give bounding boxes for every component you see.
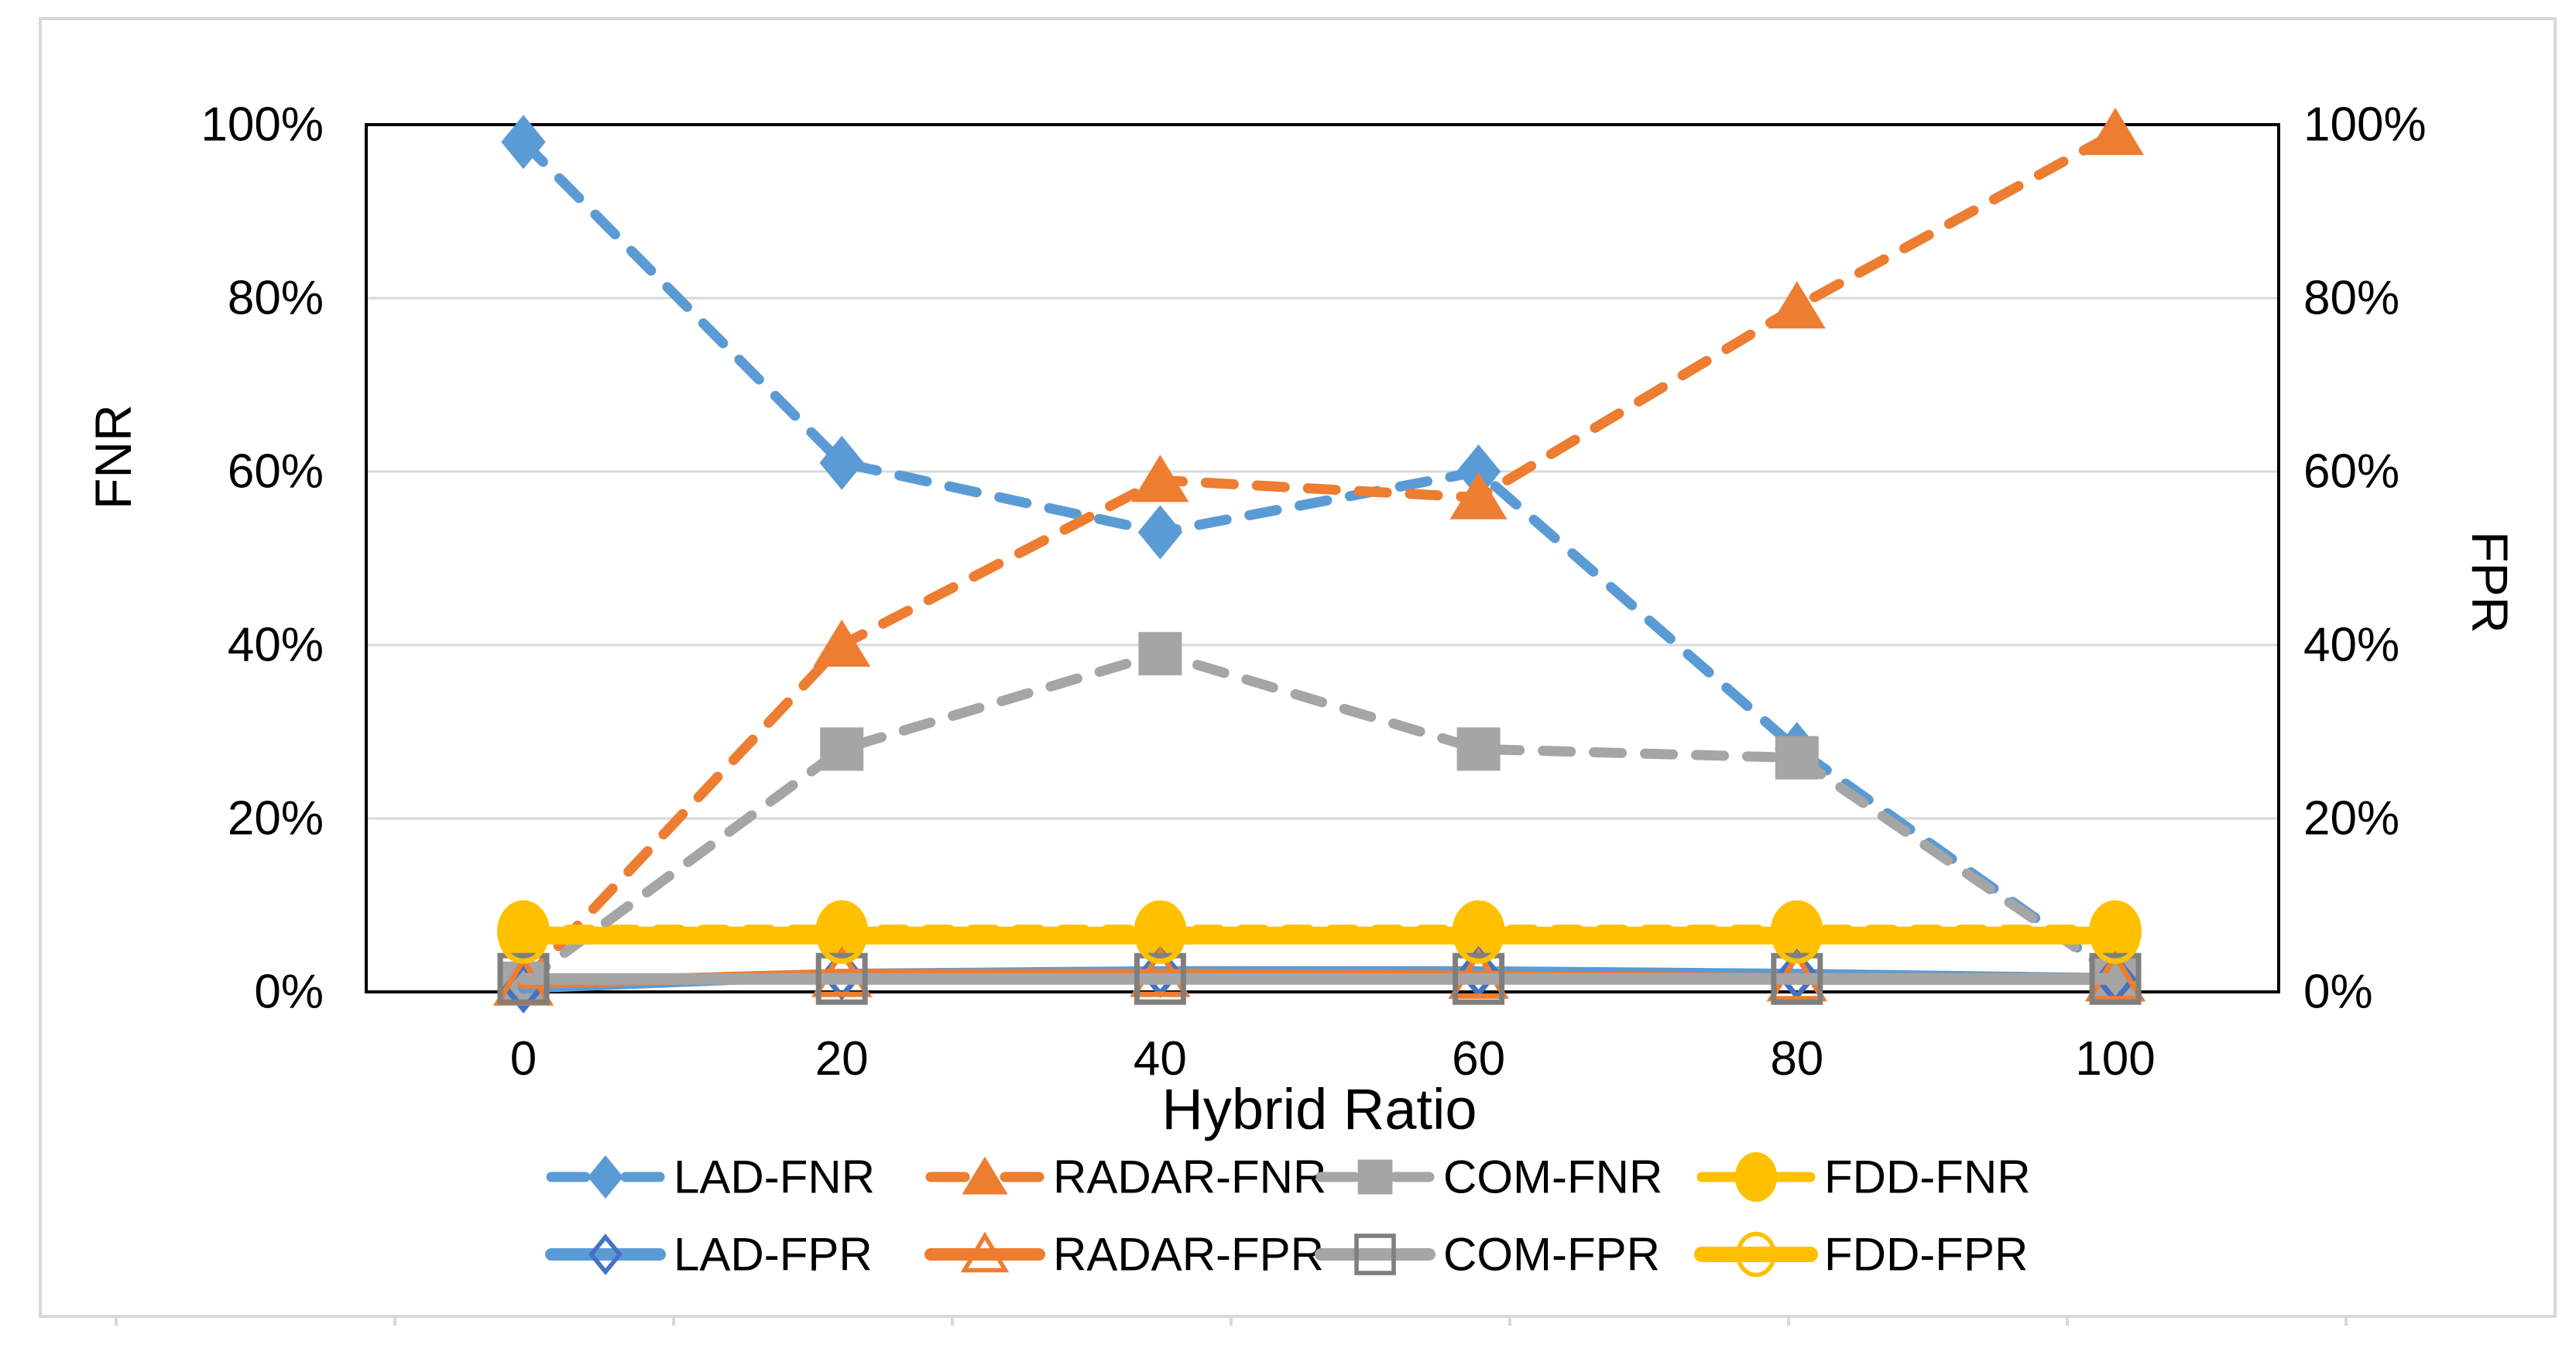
legend-item-COM-FPR: COM-FPR — [1315, 1229, 1660, 1281]
legend-item-COM-FNR: COM-FNR — [1315, 1151, 1662, 1203]
series-COM-FNR-line — [518, 648, 2121, 989]
marker-circle-open — [1736, 1231, 1777, 1278]
series-FDD-FPR — [498, 907, 2141, 964]
y-tick-label-left: 80% — [228, 272, 324, 325]
series-COM-FPR — [497, 952, 2142, 1005]
marker-circle-filled — [1734, 1152, 1778, 1202]
y-tick-label-right: 20% — [2303, 792, 2399, 846]
legend-label: RADAR-FNR — [1053, 1151, 1326, 1203]
marker-triangle-filled — [962, 1156, 1008, 1195]
marker-circle-open — [1134, 907, 1185, 964]
legend-label: LAD-FNR — [674, 1151, 875, 1203]
y-tick-label-right: 60% — [2303, 445, 2399, 499]
marker-diamond-filled — [1456, 444, 1501, 499]
series-layer — [492, 108, 2146, 1014]
marker-square-open — [2089, 952, 2142, 1005]
marker-diamond-filled — [501, 115, 546, 170]
frame-tick-marks — [115, 1316, 2348, 1326]
y-tick-label-right: 40% — [2303, 619, 2399, 672]
y-axis-ticks-right: 100% 80% 60% 40% 20% 0% — [2303, 98, 2427, 1019]
marker-triangle-filled — [1131, 455, 1189, 503]
legend-label: LAD-FPR — [674, 1229, 873, 1281]
x-axis-title: Hybrid Ratio — [1161, 1077, 1477, 1141]
legend-label: FDD-FPR — [1824, 1229, 2028, 1281]
marker-triangle-filled — [2087, 108, 2144, 156]
y-tick-label-left: 20% — [228, 792, 324, 846]
legend-item-FDD-FPR: FDD-FPR — [1694, 1229, 2028, 1281]
marker-circle-open — [816, 907, 867, 964]
marker-diamond-open — [588, 1233, 623, 1275]
marker-circle-open — [2090, 907, 2141, 964]
x-tick-label: 0 — [510, 1032, 537, 1086]
y-tick-label-right: 100% — [2303, 98, 2427, 152]
marker-square-open — [1134, 952, 1186, 1005]
marker-square-open — [815, 952, 868, 1005]
marker-square-filled — [820, 727, 864, 771]
legend-label: COM-FPR — [1443, 1229, 1660, 1281]
x-tick-label: 60 — [1452, 1032, 1505, 1086]
plot-area-border — [365, 123, 2280, 993]
y-tick-label-right: 80% — [2303, 272, 2399, 325]
legend-item-FDD-FNR: FDD-FNR — [1696, 1151, 2031, 1203]
marker-square-open — [1771, 952, 1823, 1005]
marker-square-filled — [1138, 632, 1182, 676]
legend-label: RADAR-FPR — [1053, 1229, 1324, 1281]
x-tick-label: 20 — [815, 1032, 869, 1086]
marker-diamond-filled — [588, 1155, 623, 1199]
chart-outer-frame — [39, 17, 2557, 1318]
marker-square-open — [1354, 1233, 1396, 1275]
y-tick-label-left: 40% — [228, 619, 324, 672]
legend-item-RADAR-FPR: RADAR-FPR — [924, 1229, 1324, 1281]
y-tick-label-left: 0% — [254, 966, 324, 1019]
marker-diamond-filled — [1137, 505, 1183, 560]
y-axis-title-left: FNR — [84, 404, 142, 510]
legend-item-RADAR-FNR: RADAR-FNR — [925, 1151, 1326, 1203]
marker-circle-open — [1453, 907, 1504, 964]
marker-triangle-open — [960, 1231, 1010, 1273]
legend-label: FDD-FNR — [1824, 1151, 2031, 1203]
legend-item-LAD-FNR: LAD-FNR — [546, 1151, 875, 1203]
x-tick-label: 100 — [2075, 1032, 2155, 1086]
marker-triangle-filled — [1449, 472, 1508, 520]
x-tick-label: 40 — [1134, 1032, 1187, 1086]
legend-item-LAD-FPR: LAD-FPR — [545, 1229, 873, 1281]
marker-square-filled — [1456, 727, 1501, 771]
y-axis-ticks-left: 100% 80% 60% 40% 20% 0% — [201, 98, 324, 1019]
x-axis-ticks: 0 20 40 60 80 100 — [510, 1032, 2156, 1086]
marker-triangle-open — [811, 945, 873, 997]
legend-label: COM-FNR — [1443, 1151, 1662, 1203]
series-LAD-FNR-line — [518, 136, 2121, 980]
marker-square-open — [1453, 952, 1505, 1005]
marker-circle-open — [498, 907, 549, 964]
y-tick-label-left: 100% — [201, 98, 324, 152]
series-LAD-FNR — [501, 115, 2138, 1002]
marker-circle-open — [1772, 907, 1823, 964]
marker-square-filled — [1775, 736, 1819, 780]
marker-square-filled — [1357, 1159, 1393, 1195]
marker-triangle-open — [1130, 945, 1191, 997]
y-axis-title-right: FPR — [2461, 531, 2519, 633]
marker-square-open — [497, 952, 550, 1005]
y-tick-label-left: 60% — [228, 445, 324, 499]
series-RADAR-FNR-line — [518, 128, 2121, 989]
legend: LAD-FNR RADAR-FNR COM-FNR FDD-FNR LAD-FPR RAD… — [545, 1151, 2031, 1281]
x-tick-label: 80 — [1770, 1032, 1823, 1086]
y-tick-label-right: 0% — [2303, 966, 2373, 1019]
marker-diamond-filled — [819, 435, 864, 490]
marker-triangle-filled — [1768, 281, 1826, 329]
marker-triangle-filled — [813, 619, 871, 667]
